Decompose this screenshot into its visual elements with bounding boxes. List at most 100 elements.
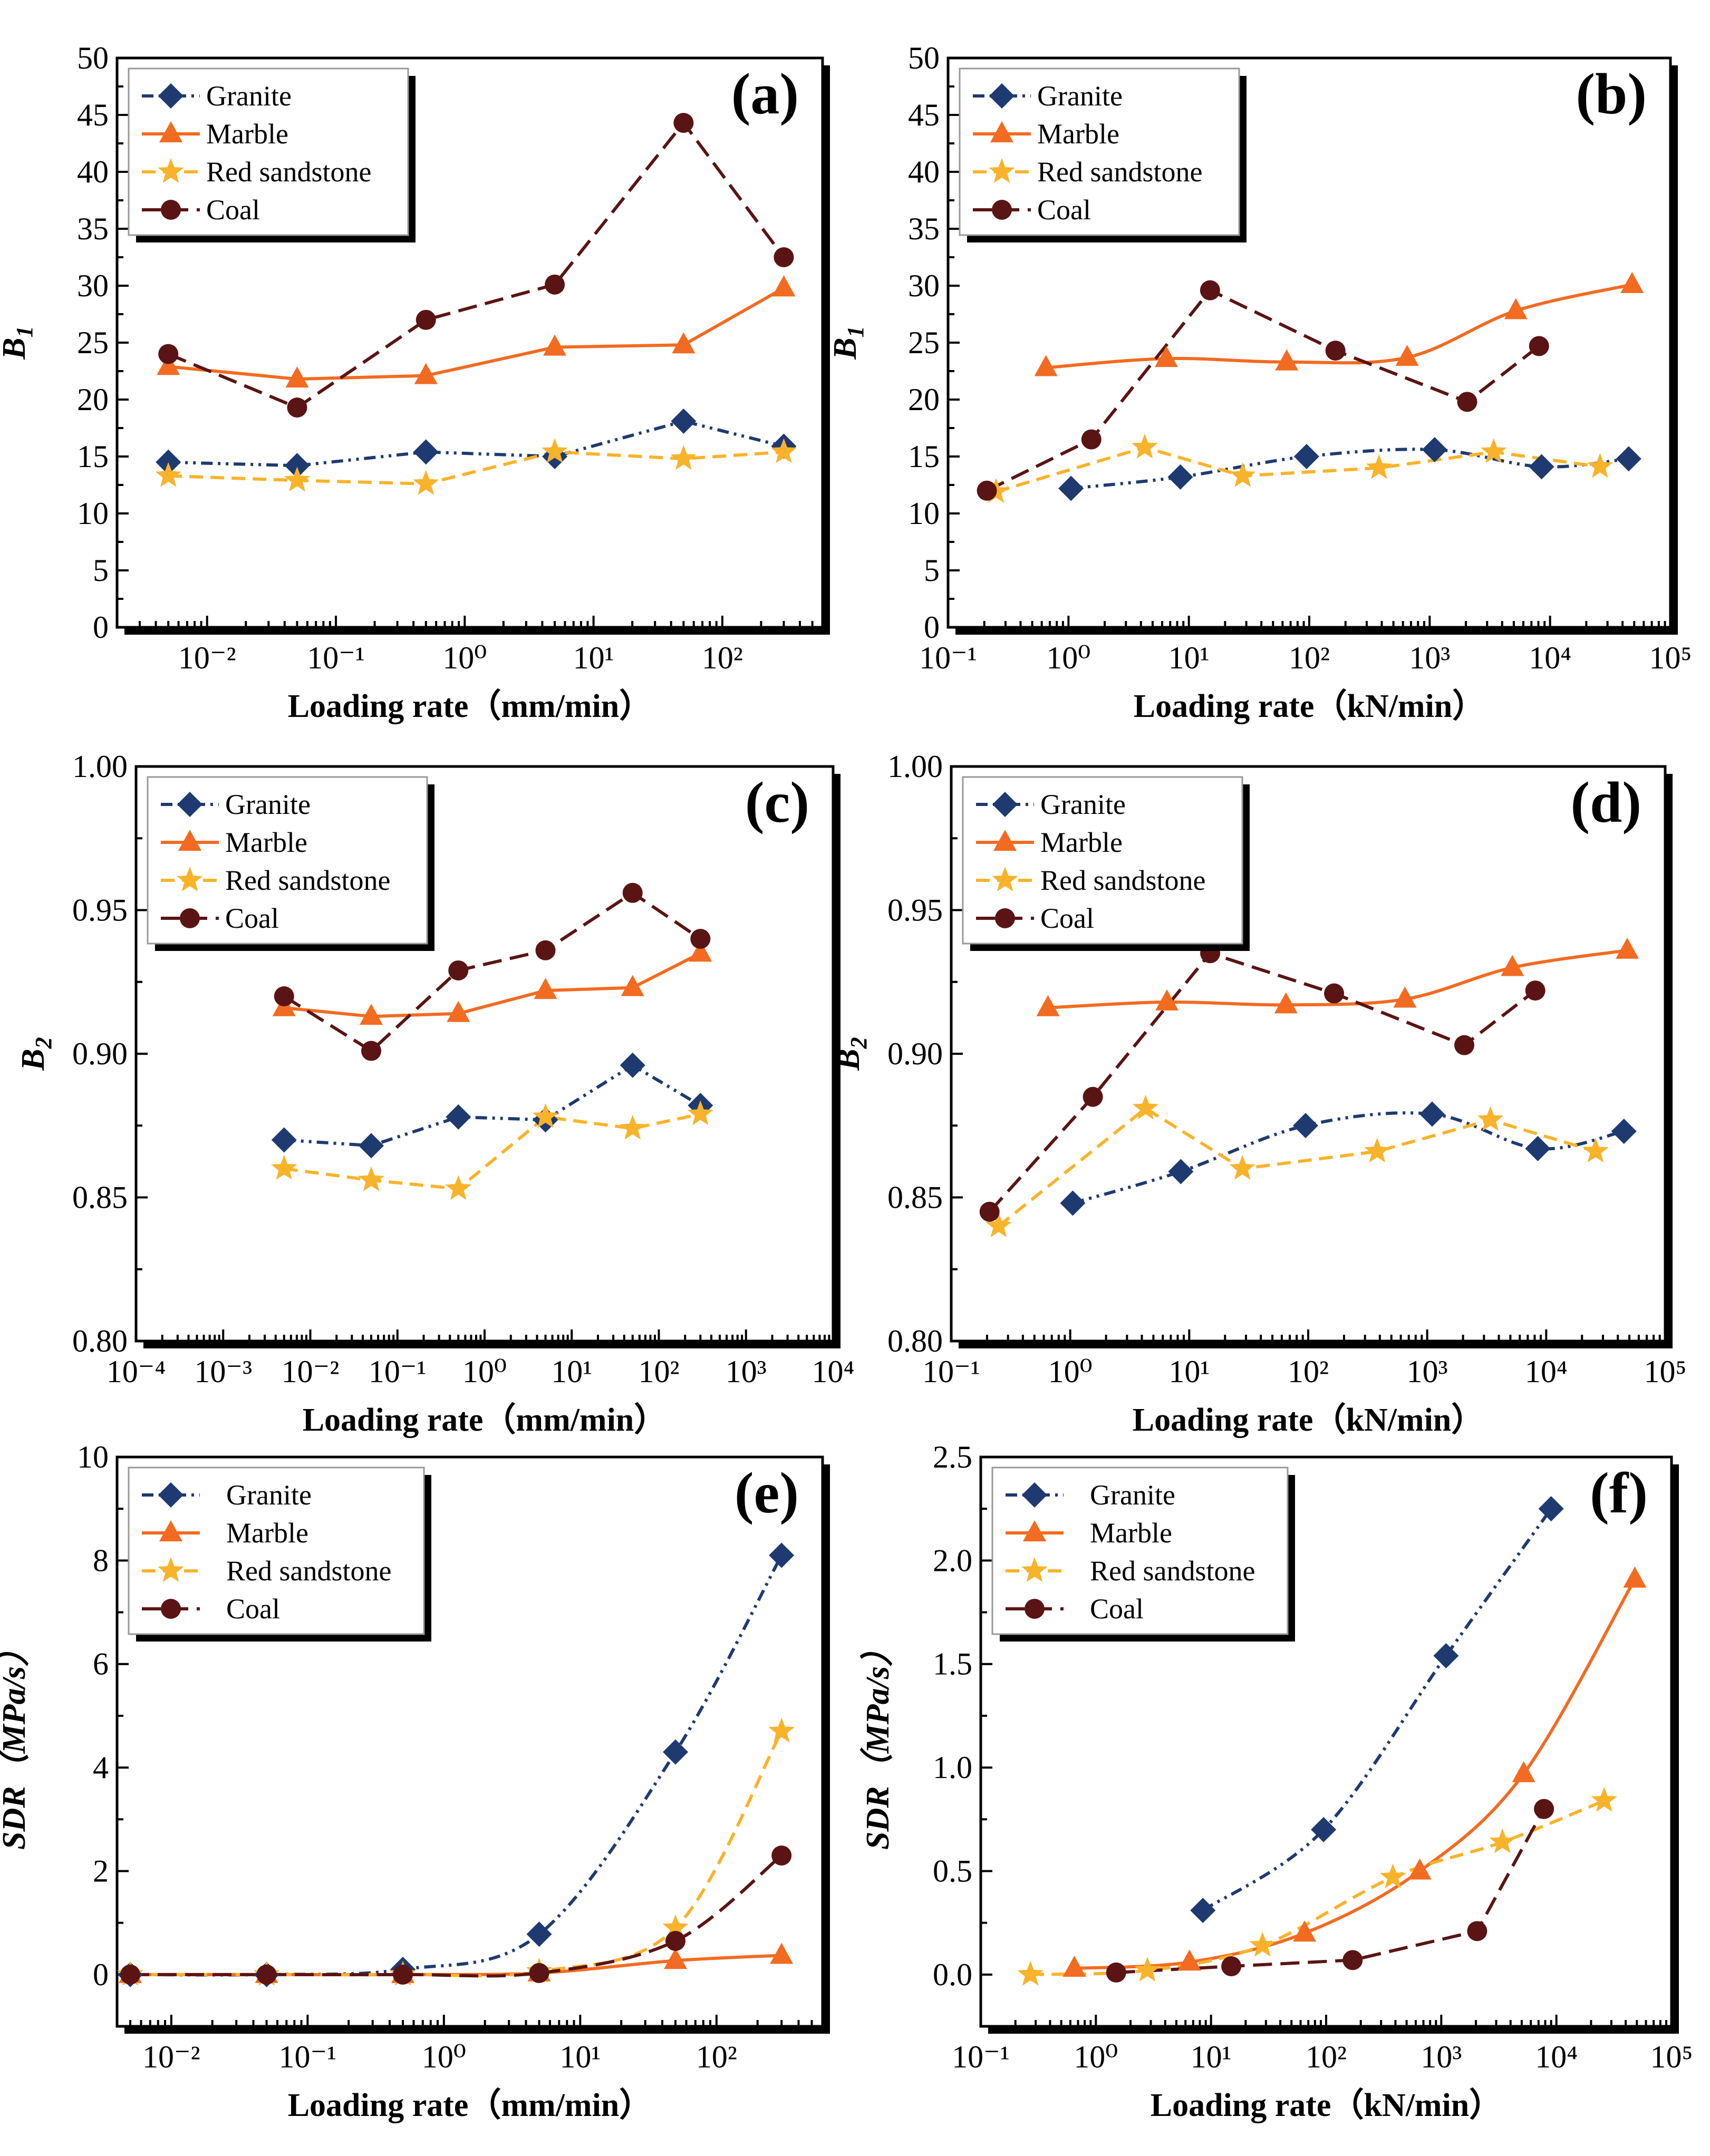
data-point-red-sandstone [413, 470, 439, 495]
x-tick-label: 10⁰ [1046, 640, 1090, 675]
x-tick-label: 10⁰ [442, 640, 487, 675]
y-tick-label: 0.80 [887, 1324, 943, 1358]
data-point-coal [256, 1964, 277, 1985]
y-tick-label: 0 [924, 610, 940, 645]
x-tick-label: 10⁰ [1074, 2040, 1118, 2074]
legend-label: Coal [1040, 902, 1094, 934]
legend-marker [1025, 1599, 1045, 1619]
x-tick-label: 10⁴ [1525, 1354, 1568, 1389]
data-point-red-sandstone [770, 438, 797, 463]
series-line-coal [283, 891, 701, 1053]
data-point-red-sandstone [620, 1114, 646, 1140]
y-tick-label: 40 [908, 154, 940, 189]
legend-marker [995, 908, 1015, 928]
data-layer [271, 882, 714, 1200]
x-axis-title: Loading rate（kN/min） [1133, 1401, 1484, 1438]
data-point-granite [526, 1921, 552, 1947]
legend-label: Red sandstone [1040, 865, 1205, 896]
y-tick-label: 10 [908, 496, 940, 531]
y-tick-label: 6 [93, 1647, 109, 1682]
data-point-red-sandstone [1229, 1155, 1255, 1180]
x-tick-label: 10¹ [573, 640, 614, 675]
x-tick-label: 10⁵ [1650, 2040, 1693, 2074]
data-point-marble [621, 975, 644, 996]
x-tick-label: 10⁴ [1529, 640, 1571, 675]
y-tick-label: 4 [93, 1750, 109, 1785]
data-point-marble [1274, 992, 1298, 1014]
legend-marker [990, 121, 1013, 142]
data-point-coal [1081, 429, 1102, 450]
x-axis-title: Loading rate（mm/min） [288, 2086, 652, 2123]
y-tick-label: 1.00 [72, 749, 128, 784]
y-tick-label: 35 [908, 211, 940, 246]
panel-label: (b) [1576, 62, 1647, 126]
y-axis: 0.80 0.85 0.90 0.95 1.00 B2 [15, 749, 148, 1358]
data-point-granite [271, 1127, 297, 1153]
data-point-granite [1422, 437, 1447, 463]
y-axis-title-subscript: 2 [31, 1037, 56, 1049]
data-point-coal [535, 940, 556, 960]
legend-marker [159, 121, 182, 142]
data-point-coal [448, 960, 469, 980]
x-tick-label: 10⁻¹ [919, 640, 977, 675]
data-layer [1017, 1496, 1647, 1986]
y-axis: 0 2 4 6 8 10 SDR（MPa/s） [0, 1440, 129, 1992]
x-tick-label: 10² [1288, 1354, 1329, 1389]
legend-label: Marble [1090, 1517, 1172, 1549]
panel-label: (f) [1590, 1461, 1648, 1525]
x-tick-label: 10⁻¹ [369, 1354, 427, 1389]
legend-label: Granite [1037, 80, 1123, 112]
panel-label: (e) [735, 1461, 799, 1525]
x-axis: 10⁻¹ 10⁰ 10¹ 10² 10³ 10⁴ 10⁵ Loading rate（kN/mi… [952, 2015, 1693, 2123]
y-axis-title-subscript: 2 [846, 1037, 872, 1049]
x-tick-label: 10³ [1407, 1354, 1448, 1389]
y-tick-label: 8 [93, 1543, 109, 1578]
data-point-coal [274, 986, 294, 1006]
data-point-coal [393, 1964, 413, 1985]
data-point-coal [1325, 341, 1346, 361]
data-point-coal [771, 1846, 792, 1866]
y-tick-label: 45 [77, 98, 109, 132]
data-point-coal [977, 480, 997, 501]
y-axis-title: SDR（MPa/s） [859, 1634, 896, 1850]
series-line-marble [1048, 948, 1628, 1009]
y-tick-label: 40 [77, 154, 109, 189]
data-point-granite [413, 439, 439, 465]
data-layer [977, 271, 1644, 503]
data-point-coal [690, 929, 711, 949]
chart-panel-c: 10⁻⁴ 10⁻³ 10⁻² 10⁻¹ 10⁰ 10¹ 10² 10³ 10⁴ Loading r… [15, 749, 854, 1438]
y-axis: 0.80 0.85 0.90 0.95 1.00 B2 [830, 749, 963, 1358]
x-tick-label: 10⁻¹ [279, 2040, 337, 2074]
series-line-marble [1046, 283, 1632, 370]
data-point-marble [1408, 1858, 1432, 1880]
legend-marker [1022, 1482, 1047, 1508]
data-point-coal [979, 1201, 1000, 1222]
data-point-granite [1538, 1496, 1564, 1522]
data-point-red-sandstone [155, 462, 181, 487]
y-tick-label: 20 [908, 382, 940, 417]
data-point-red-sandstone [1481, 438, 1507, 463]
y-axis-title-main: B [830, 1048, 866, 1071]
series-line-granite [1202, 1508, 1553, 1912]
series-line-coal [168, 121, 785, 410]
legend-label: Marble [206, 118, 288, 150]
y-tick-label: 10 [77, 1440, 109, 1474]
x-tick-label: 10⁻² [282, 1354, 340, 1389]
x-axis: 10⁻² 10⁻¹ 10⁰ 10¹ 10² Loading rate（mm/min） [116, 616, 824, 724]
data-point-red-sandstone [1249, 1931, 1276, 1957]
data-point-granite [1433, 1643, 1459, 1669]
x-tick-label: 10¹ [559, 2040, 601, 2074]
data-point-granite [1058, 475, 1084, 501]
chart-panel-f: 10⁻¹ 10⁰ 10¹ 10² 10³ 10⁴ 10⁵ Loading rate（kN/mi… [859, 1440, 1693, 2123]
chart-panel-d: 10⁻¹ 10⁰ 10¹ 10² 10³ 10⁴ 10⁵ Loading rate（kN/mi… [830, 749, 1686, 1438]
legend-marker [1023, 1520, 1046, 1541]
data-point-granite [359, 1133, 384, 1159]
x-tick-label: 10² [639, 1354, 680, 1389]
data-point-marble [1393, 986, 1417, 1008]
data-point-red-sandstone [1017, 1960, 1044, 1986]
series-line-marble [168, 286, 785, 381]
y-tick-label: 5 [93, 553, 109, 588]
data-point-coal [1106, 1962, 1126, 1983]
